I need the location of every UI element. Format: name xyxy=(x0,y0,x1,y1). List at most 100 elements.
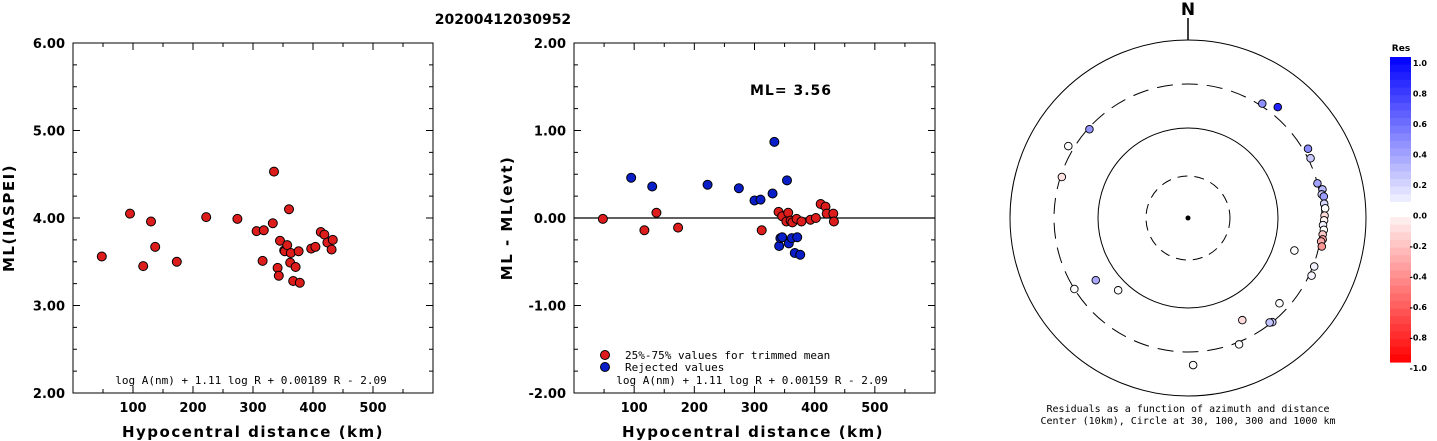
station-point xyxy=(1273,102,1283,112)
middle-point-rejected xyxy=(792,232,803,243)
legend-marker-rejected xyxy=(600,362,610,372)
colorbar-tick-label: 0.2 xyxy=(1413,181,1427,190)
middle-x-tick-label: 400 xyxy=(801,401,828,416)
colorbar-cell xyxy=(1390,140,1411,150)
middle-y-tick-label: 2.00 xyxy=(534,37,566,52)
left-point-accepted xyxy=(96,251,107,262)
polar-caption-line1: Residuals as a function of azimuth and d… xyxy=(1047,404,1330,415)
station-point xyxy=(1306,153,1315,163)
residual-colorbar: Res 1.0 0.8 0.6 0.4 0.2 0.0 -0.2 -0.4 -0.6 -0.8 -1… xyxy=(1390,44,1427,373)
station-point xyxy=(1317,242,1327,251)
left-point-accepted xyxy=(327,234,338,245)
colorbar-cell xyxy=(1390,278,1411,287)
station-point xyxy=(1113,286,1123,295)
left-x-tick-label: 200 xyxy=(179,401,206,416)
middle-point-accepted xyxy=(756,225,767,236)
colorbar-cell xyxy=(1390,72,1411,81)
colorbar-tick-label: -1.0 xyxy=(1410,364,1428,373)
colorbar-cell xyxy=(1390,163,1411,172)
middle-point-accepted xyxy=(597,213,608,224)
ring-100km xyxy=(1097,127,1279,309)
colorbar-cell xyxy=(1390,262,1411,272)
middle-x-tick-label: 300 xyxy=(741,401,768,416)
colorbar-cell xyxy=(1390,156,1411,165)
colorbar-cell xyxy=(1390,224,1411,233)
colorbar-cell xyxy=(1390,201,1411,211)
middle-point-accepted xyxy=(796,216,807,227)
station-point xyxy=(1057,172,1067,182)
colorbar-tick-label: 0.0 xyxy=(1413,212,1428,221)
middle-x-tick-label: 100 xyxy=(621,401,648,416)
colorbar-title: Res xyxy=(1392,44,1410,54)
epicenter-dot xyxy=(1185,215,1191,221)
left-y-tick-label: 3.00 xyxy=(33,300,65,315)
middle-y-tick-label: -1.00 xyxy=(529,300,566,315)
legend: 25%-75% values for trimmed mean Rejected… xyxy=(600,349,830,374)
colorbar-cell xyxy=(1390,79,1411,89)
colorbar-cell xyxy=(1390,95,1411,104)
colorbar-cell xyxy=(1390,194,1411,203)
middle-point-rejected xyxy=(795,249,806,260)
middle-point-rejected xyxy=(647,181,658,192)
middle-point-rejected xyxy=(626,172,637,183)
middle-point-accepted xyxy=(673,222,684,233)
station-residual-points xyxy=(1057,99,1330,370)
colorbar-cell xyxy=(1390,293,1411,302)
middle-x-tick-label: 500 xyxy=(861,401,888,416)
left-point-accepted xyxy=(294,277,305,288)
event-title: 20200412030952 xyxy=(435,12,571,28)
colorbar-cell xyxy=(1390,339,1411,348)
colorbar-cell xyxy=(1390,323,1411,333)
colorbar-cell xyxy=(1390,87,1411,96)
polar-caption-line2: Center (10km), Circle at 30, 100, 300 an… xyxy=(1040,416,1335,427)
colorbar-cell xyxy=(1390,102,1411,111)
station-point xyxy=(1085,124,1094,134)
left-x-tick-label: 500 xyxy=(359,401,386,416)
station-point xyxy=(1091,275,1101,285)
colorbar-cell xyxy=(1390,316,1411,325)
colorbar-tick-label: -0.4 xyxy=(1410,273,1428,282)
left-point-accepted xyxy=(284,204,294,215)
colorbar-cell xyxy=(1390,331,1411,340)
colorbar-cell xyxy=(1390,110,1411,119)
left-panel: 100 200 300 400 500 2.00 3.00 4.00 5.00 6.00 ML(I… xyxy=(0,37,434,441)
station-point xyxy=(1275,299,1284,308)
colorbar-cell xyxy=(1390,346,1411,355)
middle-point-rejected xyxy=(781,175,792,186)
left-point-accepted xyxy=(326,244,337,255)
colorbar-tick-labels: 1.0 0.8 0.6 0.4 0.2 0.0 -0.2 -0.4 -0.6 -0.8 -1.0 xyxy=(1410,59,1428,373)
colorbar-tick-label: -0.2 xyxy=(1410,242,1428,251)
station-point xyxy=(1313,179,1322,188)
middle-axis-ticks: 100 200 300 400 500 -2.00 -1.00 0.00 1.00 2.00 xyxy=(529,37,935,416)
middle-point-rejected xyxy=(777,232,788,243)
station-point xyxy=(1070,284,1079,294)
station-point xyxy=(1307,271,1316,280)
ring-30km xyxy=(1145,175,1231,261)
left-plot-frame xyxy=(72,42,434,394)
colorbar-cell xyxy=(1390,354,1411,363)
north-label: N xyxy=(1181,0,1195,20)
station-point xyxy=(1234,340,1244,349)
station-point xyxy=(1265,318,1274,327)
left-point-accepted xyxy=(293,246,304,257)
middle-point-rejected xyxy=(733,183,744,194)
middle-y-tick-label: 1.00 xyxy=(534,125,566,140)
colorbar-cell xyxy=(1390,232,1411,241)
polar-panel: N Residuals as a function of azimuth and… xyxy=(1009,0,1367,427)
middle-y-axis-label: ML - ML(evt) xyxy=(498,156,516,280)
middle-point-accepted xyxy=(810,213,821,223)
colorbar-cell xyxy=(1390,217,1411,226)
left-formula: log A(nm) + 1.11 log R + 0.00189 R - 2.0… xyxy=(115,374,387,387)
station-point xyxy=(1320,204,1330,213)
left-point-accepted xyxy=(290,262,301,272)
middle-point-rejected xyxy=(767,188,778,199)
left-point-accepted xyxy=(275,235,285,246)
left-x-tick-label: 100 xyxy=(119,401,146,416)
middle-point-rejected xyxy=(755,194,766,205)
colorbar-cell xyxy=(1390,148,1411,157)
left-point-accepted xyxy=(273,270,284,281)
colorbar-tick-label: 1.0 xyxy=(1413,59,1428,68)
left-y-tick-label: 5.00 xyxy=(33,125,65,140)
colorbar-cells xyxy=(1390,57,1411,363)
